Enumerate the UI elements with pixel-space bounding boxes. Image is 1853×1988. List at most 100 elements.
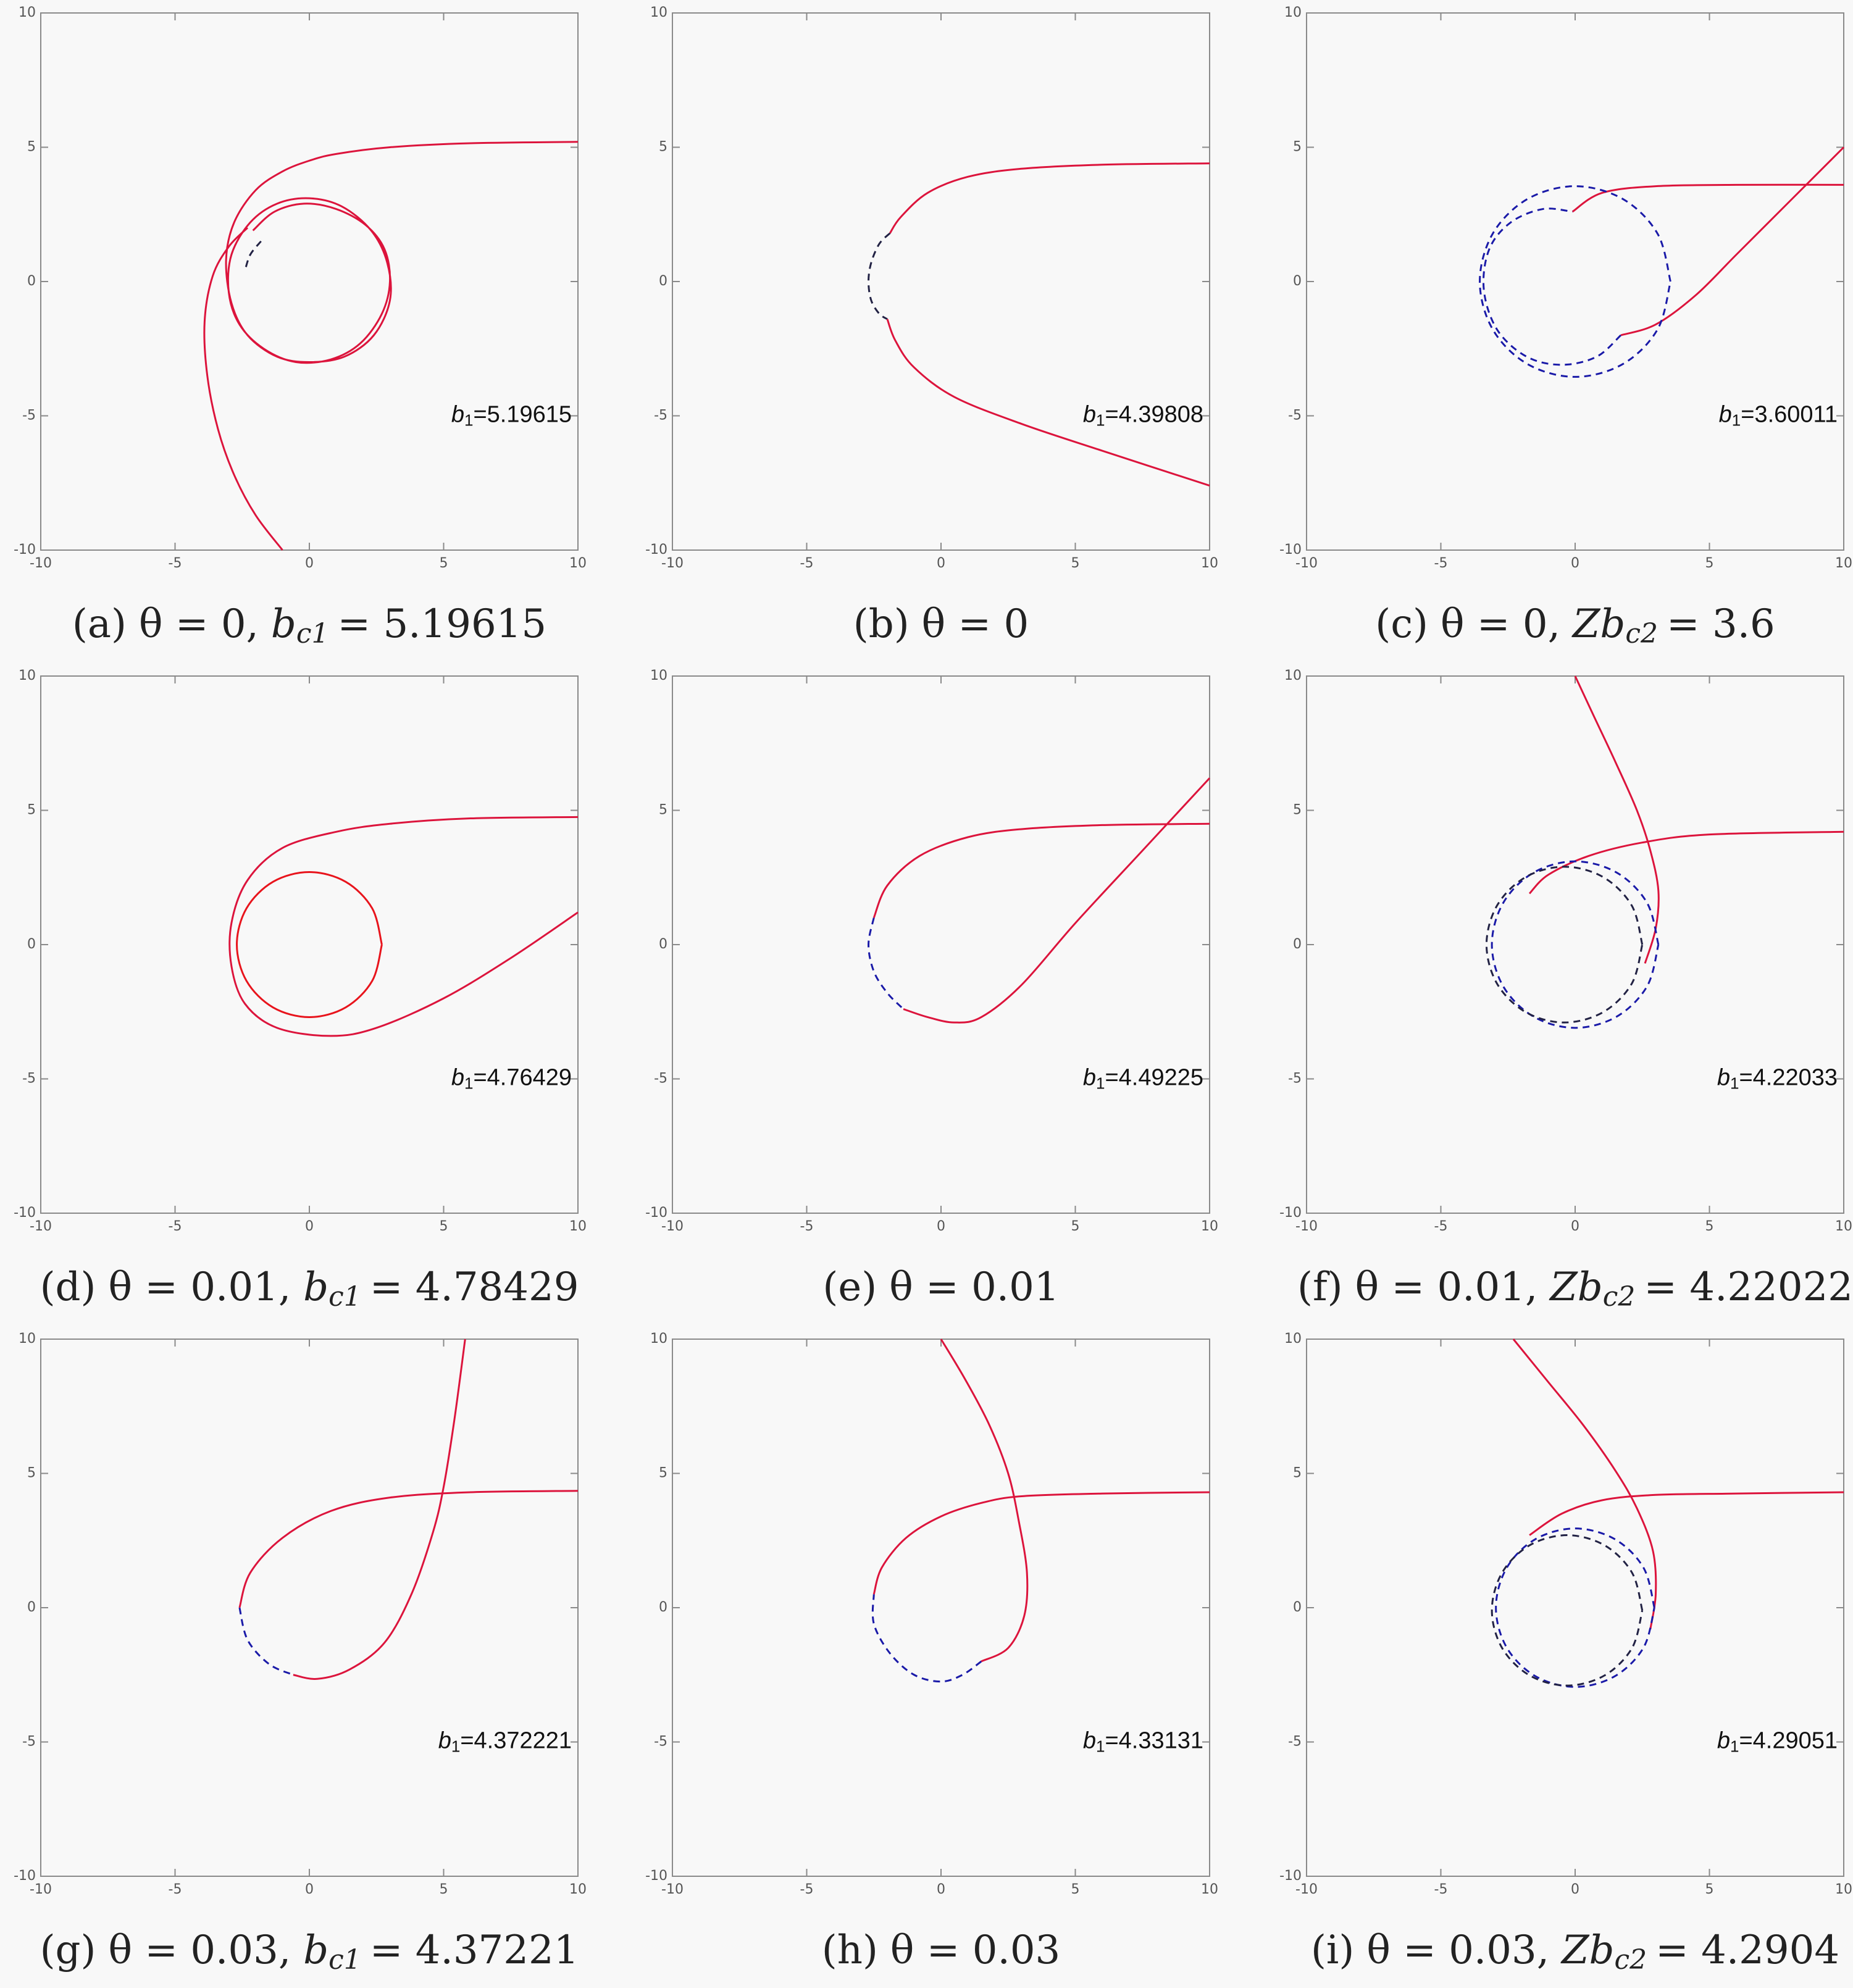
caption-param-sub: c2 — [1603, 1281, 1636, 1313]
x-tick-label: -5 — [1434, 556, 1448, 571]
x-tick-label: 5 — [1705, 1882, 1714, 1897]
x-tick-label: 0 — [305, 1882, 314, 1897]
y-tick-label: -5 — [1288, 1734, 1302, 1750]
y-tick-label: 5 — [1293, 803, 1302, 818]
x-tick-label: -5 — [800, 556, 814, 571]
plot-frame — [672, 1339, 1210, 1877]
annotation: b1=4.22033 — [1717, 1065, 1838, 1093]
y-tick-label: -5 — [1288, 1071, 1302, 1087]
x-tick-label: 5 — [1071, 1882, 1080, 1897]
y-tick-label: 10 — [650, 1331, 667, 1347]
x-tick-label: -5 — [800, 1882, 814, 1897]
caption-condition: θ = 0.03 — [890, 1927, 1060, 1973]
annotation-symbol: b — [1719, 402, 1732, 428]
caption-condition: θ = 0 — [922, 601, 1029, 647]
y-tick-label: 5 — [27, 1466, 36, 1481]
y-tick-label: 0 — [1293, 1600, 1302, 1615]
trajectory — [1574, 675, 1660, 964]
y-tick-label: -10 — [14, 542, 36, 558]
caption-param-value: = 5.19615 — [337, 601, 546, 647]
x-tick-label: -10 — [30, 1882, 52, 1897]
annotation-sub: 1 — [451, 1737, 460, 1755]
x-tick-label: 0 — [937, 556, 945, 571]
caption-label: (g) — [40, 1927, 96, 1973]
caption-param: Zb — [1549, 1264, 1602, 1310]
caption-param-sub: c1 — [296, 618, 329, 649]
annotation-symbol: b — [438, 1728, 451, 1754]
x-tick-label: 0 — [305, 556, 314, 571]
y-tick-label: 10 — [650, 668, 667, 683]
annotation-symbol: b — [1083, 1065, 1096, 1091]
annotation-text: =4.29051 — [1739, 1728, 1838, 1754]
x-tick-label: -10 — [1295, 1219, 1318, 1234]
y-tick-label: 0 — [659, 1600, 667, 1615]
annotation-sub: 1 — [1096, 1737, 1105, 1755]
caption-param: Zb — [1571, 601, 1625, 647]
caption-condition: θ = 0, — [1441, 601, 1560, 647]
caption-param-value: = 4.37221 — [370, 1927, 579, 1973]
caption-label: (i) — [1311, 1927, 1354, 1973]
x-tick-label: -10 — [661, 1219, 684, 1234]
trajectory — [1512, 1339, 1657, 1630]
annotation: b1=4.29051 — [1717, 1728, 1838, 1756]
x-tick-label: 5 — [1071, 556, 1080, 571]
dashed-trajectory — [868, 232, 891, 320]
caption-condition: θ = 0.03, — [1366, 1927, 1549, 1973]
trajectory — [293, 1339, 466, 1680]
caption-param-value: = 3.6 — [1667, 601, 1775, 647]
annotation-sub: 1 — [1730, 1737, 1739, 1755]
caption-param-sub: c2 — [1625, 618, 1658, 649]
caption-label: (h) — [822, 1927, 878, 1973]
trajectory — [872, 822, 1210, 919]
annotation-sub: 1 — [464, 411, 473, 429]
x-tick-label: -5 — [169, 1219, 182, 1234]
x-tick-label: 0 — [305, 1219, 314, 1234]
trajectory — [1571, 183, 1844, 213]
y-tick-label: -10 — [645, 1205, 667, 1221]
y-tick-label: 10 — [1284, 5, 1302, 20]
trajectory — [1529, 1491, 1844, 1536]
dashed-trajectory — [1482, 207, 1621, 366]
trajectory — [1528, 830, 1844, 895]
caption-label: (a) — [72, 601, 127, 647]
x-tick-label: -5 — [800, 1219, 814, 1234]
annotation: b1=3.60011 — [1719, 402, 1838, 430]
trajectory — [872, 1491, 1210, 1595]
x-tick-label: -10 — [30, 556, 52, 571]
x-tick-label: 0 — [1571, 1882, 1579, 1897]
y-tick-label: 0 — [659, 274, 667, 289]
annotation-symbol: b — [1083, 402, 1096, 428]
x-tick-label: 0 — [1571, 1219, 1579, 1234]
caption: (c) θ = 0, Zbc2 = 3.6 — [1375, 601, 1775, 649]
dashed-trajectory — [871, 1594, 982, 1683]
annotation: b1=5.19615 — [451, 402, 572, 430]
x-tick-label: -10 — [1295, 556, 1318, 571]
y-tick-label: 10 — [19, 5, 36, 20]
plot-frame — [672, 12, 1210, 551]
caption-param: Zb — [1560, 1927, 1614, 1973]
y-tick-label: 0 — [659, 937, 667, 952]
x-tick-label: 10 — [569, 1219, 587, 1234]
y-tick-label: 5 — [1293, 140, 1302, 155]
annotation: b1=4.39808 — [1083, 402, 1203, 430]
annotation-sub: 1 — [1730, 1074, 1739, 1092]
trajectory — [886, 319, 1210, 487]
x-tick-label: -10 — [661, 556, 684, 571]
y-tick-label: 0 — [1293, 274, 1302, 289]
annotation-text: =4.76429 — [473, 1065, 572, 1091]
y-tick-label: 0 — [27, 274, 36, 289]
caption: (f) θ = 0.01, Zbc2 = 4.22022 — [1297, 1264, 1853, 1313]
x-tick-label: -10 — [30, 1219, 52, 1234]
annotation: b1=4.76429 — [451, 1065, 572, 1093]
dashed-trajectory — [1491, 860, 1660, 1029]
caption-label: (c) — [1375, 601, 1428, 647]
y-tick-label: 5 — [659, 140, 667, 155]
y-tick-label: -5 — [654, 1734, 667, 1750]
caption-param: b — [271, 601, 296, 647]
caption-param-sub: c1 — [328, 1281, 361, 1313]
caption-label: (f) — [1297, 1264, 1343, 1310]
caption: (i) θ = 0.03, Zbc2 = 4.2904 — [1311, 1927, 1839, 1976]
x-tick-label: -5 — [1434, 1219, 1448, 1234]
y-tick-label: -10 — [14, 1868, 36, 1884]
y-tick-label: 10 — [1284, 668, 1302, 683]
